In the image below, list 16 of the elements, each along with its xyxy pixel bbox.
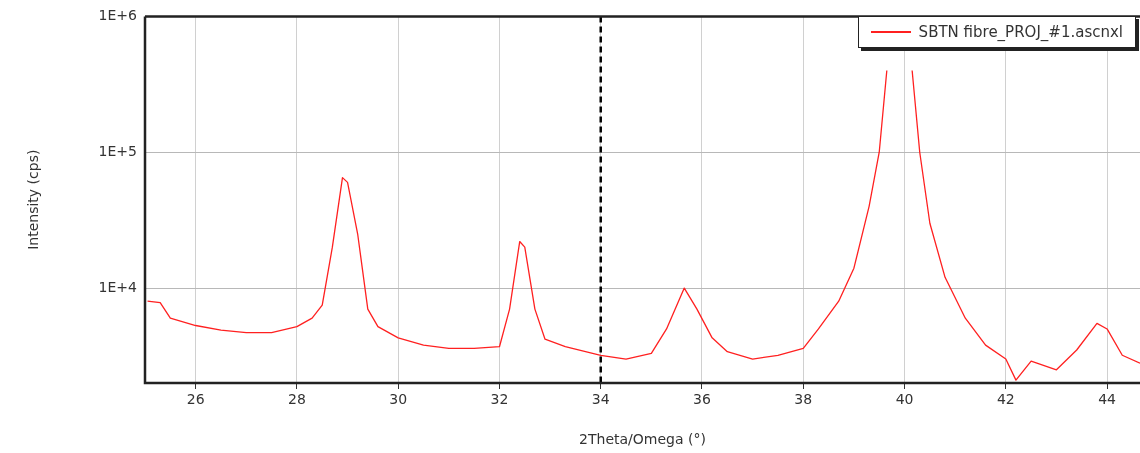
x-tick-label: 28 — [287, 391, 306, 408]
x-tick-label: 26 — [186, 391, 205, 408]
y-tick-label: 1E+6 — [98, 7, 138, 24]
x-tick-label: 30 — [389, 391, 408, 408]
x-tick-label: 36 — [693, 391, 711, 408]
x-tick-label: 40 — [895, 391, 914, 408]
y-tick-label: 1E+5 — [98, 142, 137, 159]
y-tick-label: 1E+4 — [98, 278, 138, 295]
x-tick-label: 44 — [1098, 391, 1117, 408]
x-tick-label: 38 — [794, 391, 813, 408]
legend-label: SBTN fibre_PROJ_#1.ascnxl — [918, 23, 1123, 41]
x-tick-label: 34 — [591, 391, 610, 408]
x-tick-label: 42 — [996, 391, 1015, 408]
x-tick-label: 32 — [490, 391, 509, 408]
x-axis-title: 2Theta/Omega (°) — [579, 431, 706, 448]
y-axis-title: Intensity (cps) — [25, 149, 42, 250]
